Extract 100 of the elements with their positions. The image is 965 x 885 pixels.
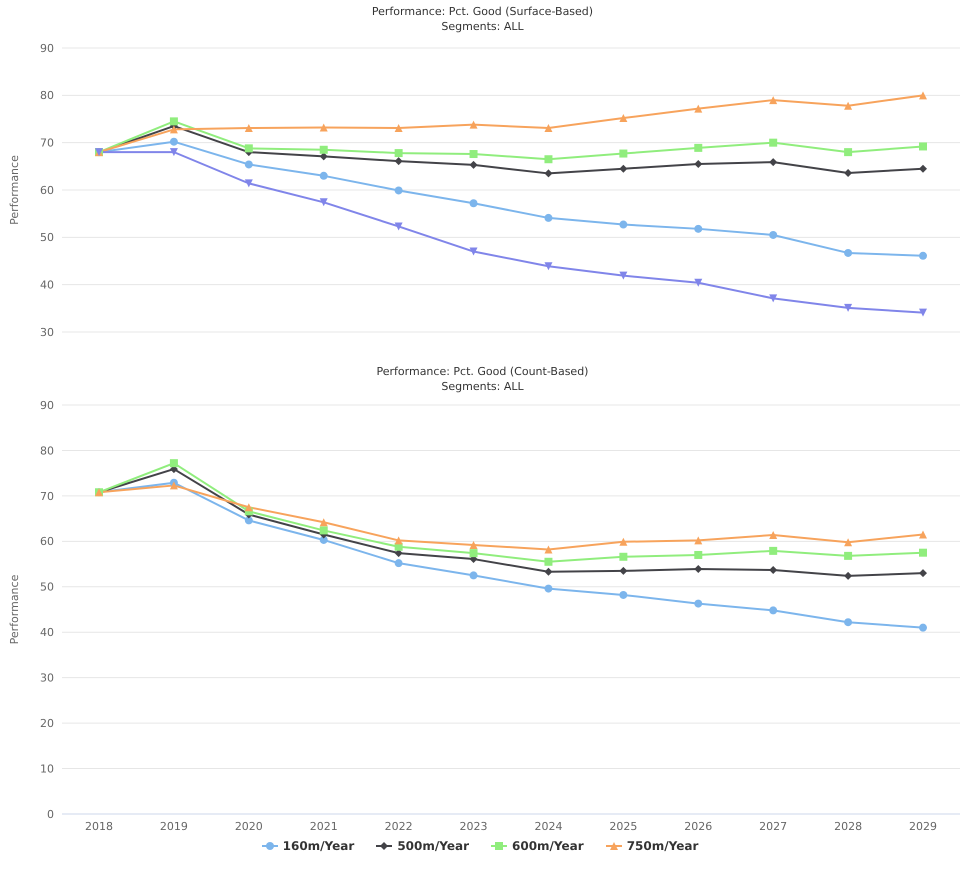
point [919, 548, 927, 557]
point [919, 164, 927, 173]
chart-subtitle: Segments: ALL [440, 379, 525, 394]
point [394, 559, 403, 568]
point [619, 552, 628, 561]
point [170, 125, 178, 134]
y-tick-label: 80 [40, 444, 54, 458]
point [619, 590, 628, 599]
y-tick-label: 60 [40, 535, 54, 548]
y-tick-label: 30 [40, 326, 54, 339]
point [919, 530, 927, 539]
x-tick-label: 2021 [310, 820, 338, 833]
x-tick-label: 2029 [909, 820, 937, 833]
point [470, 160, 478, 169]
legend-label: 160m/Year [282, 839, 354, 853]
point [694, 536, 702, 544]
y-axis-title: Performance [8, 154, 21, 225]
point [244, 160, 253, 168]
point [769, 230, 778, 239]
point [544, 558, 552, 566]
point [919, 252, 927, 260]
point [244, 503, 253, 512]
point [844, 552, 852, 560]
y-tick-label: 40 [40, 278, 54, 292]
chart-title: Performance: Pct. Good (Count-Based) [376, 364, 590, 379]
point [170, 459, 178, 468]
y-axis-title: Performance [8, 574, 21, 644]
point [244, 144, 253, 152]
point [844, 618, 852, 626]
y-tick-label: 90 [40, 42, 54, 55]
point [769, 546, 778, 555]
x-tick-label: 2018 [85, 820, 113, 833]
x-tick-label: 2023 [460, 820, 488, 833]
point [919, 569, 927, 578]
point [694, 144, 702, 152]
point [919, 624, 927, 632]
point [544, 155, 552, 164]
y-tick-label: 0 [47, 808, 54, 821]
point [619, 566, 628, 575]
point [619, 164, 628, 173]
point [919, 91, 927, 100]
point [694, 600, 702, 608]
point [470, 549, 478, 558]
x-tick-label: 2020 [234, 820, 263, 833]
point [470, 120, 478, 129]
point [544, 169, 552, 178]
point [919, 142, 927, 150]
point [394, 157, 403, 166]
x-tick-label: 2022 [384, 820, 413, 833]
point [544, 124, 552, 132]
point [544, 262, 552, 270]
point [619, 538, 628, 546]
point [844, 538, 852, 546]
point [769, 566, 778, 574]
point [170, 148, 178, 156]
point [170, 138, 178, 146]
point [919, 308, 927, 317]
chart-subtitle: Segments: ALL [440, 19, 525, 34]
point [694, 565, 702, 574]
point [544, 584, 552, 593]
point [769, 158, 778, 166]
point [844, 304, 852, 312]
point [320, 526, 328, 534]
point [320, 198, 328, 206]
y-tick-label: 50 [40, 231, 54, 244]
point [619, 272, 628, 280]
x-tick-label: 2024 [534, 820, 562, 833]
point [769, 138, 778, 147]
point [769, 530, 778, 539]
y-tick-label: 10 [40, 762, 54, 776]
y-tick-label: 40 [40, 626, 54, 640]
point [470, 150, 478, 158]
point [470, 571, 478, 580]
point [244, 179, 253, 188]
point [544, 546, 552, 554]
point [170, 117, 178, 126]
point [394, 536, 403, 544]
point [844, 148, 852, 156]
y-tick-label: 50 [40, 580, 54, 594]
point [844, 168, 852, 177]
legend-label: 600m/Year [512, 839, 584, 853]
point [694, 550, 702, 559]
legend-label: 500m/Year [397, 839, 469, 853]
point [769, 96, 778, 104]
point [470, 199, 478, 208]
y-tick-label: 70 [40, 136, 54, 150]
point [320, 124, 328, 132]
point [320, 146, 328, 154]
legend-label: 750m/Year [626, 839, 698, 853]
chart-title: Performance: Pct. Good (Surface-Based) [370, 4, 594, 19]
point [170, 481, 178, 490]
point [844, 248, 852, 257]
point [470, 248, 478, 256]
point [769, 606, 778, 614]
point [619, 114, 628, 122]
x-tick-label: 2025 [609, 820, 638, 833]
point [694, 224, 702, 233]
point [394, 149, 403, 158]
point [694, 278, 702, 287]
point [244, 516, 253, 524]
